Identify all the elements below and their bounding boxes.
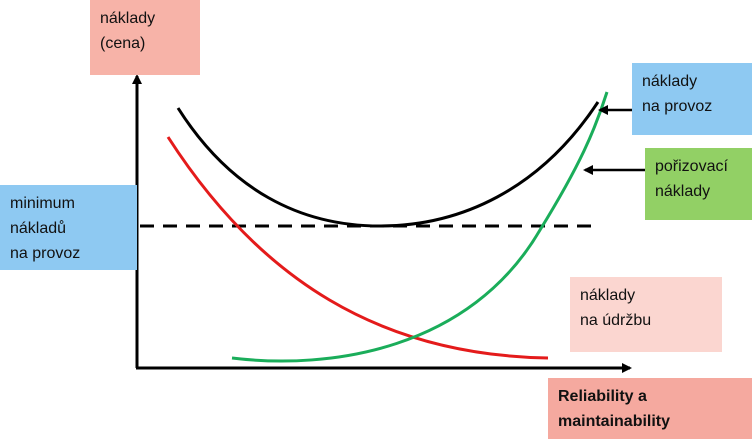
label-line: na provoz bbox=[10, 245, 81, 262]
label-line: Reliability a bbox=[558, 388, 647, 405]
label-line: (cena) bbox=[100, 35, 146, 52]
operating-cost-label: náklady na provoz bbox=[632, 63, 752, 135]
label-line: na údržbu bbox=[580, 312, 652, 329]
label-line: maintainability bbox=[558, 413, 671, 430]
label-line: náklady bbox=[100, 10, 156, 27]
maintenance-cost-label: náklady na údržbu bbox=[570, 277, 722, 352]
operating-cost-curve bbox=[176, 101, 600, 228]
label-line: náklady bbox=[642, 73, 698, 90]
acquisition-cost-curve bbox=[231, 91, 609, 363]
label-line: pořizovací bbox=[655, 158, 728, 175]
label-line: minimum bbox=[10, 195, 75, 212]
maintenance-cost-curve bbox=[166, 136, 549, 360]
label-line: na provoz bbox=[642, 98, 713, 115]
minimum-label: minimum nákladů na provoz bbox=[0, 185, 137, 270]
x-axis-label: Reliability a maintainability bbox=[548, 378, 752, 439]
y-axis-label: náklady (cena) bbox=[90, 0, 200, 75]
label-line: nákladů bbox=[10, 220, 67, 237]
label-line: náklady bbox=[580, 287, 636, 304]
label-line: náklady bbox=[655, 183, 711, 200]
acquisition-cost-label: pořizovací náklady bbox=[645, 148, 752, 220]
